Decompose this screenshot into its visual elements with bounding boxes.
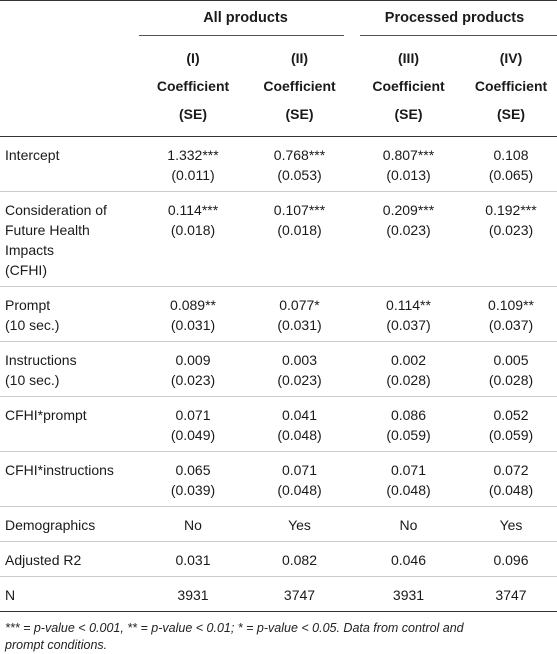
cell-value: 3747 [247, 576, 352, 612]
row-label: N [0, 576, 139, 612]
cell-value: 0.096 [465, 541, 557, 577]
column-header-4: (IV) Coefficient (SE) [474, 50, 548, 122]
row-label: Demographics [0, 506, 139, 542]
cell-value: 0.071 (0.048) [352, 451, 465, 507]
table-footnote: *** = p-value < 0.001, ** = p-value < 0.… [0, 612, 557, 654]
table-row: Intercept 1.332*** (0.011) 0.768*** (0.053) 0… [0, 137, 557, 192]
cell-value: 0.086 (0.059) [352, 396, 465, 452]
cell-value: 0.003 (0.023) [247, 341, 352, 397]
row-label: Prompt (10 sec.) [0, 286, 139, 342]
cell-value: 0.109** (0.037) [465, 286, 557, 342]
cell-value: 0.072 (0.048) [465, 451, 557, 507]
table-row: Prompt (10 sec.) 0.089** (0.031) 0.077* (0.03… [0, 286, 557, 342]
cell-value: 0.041 (0.048) [247, 396, 352, 452]
cell-value: 0.114*** (0.018) [139, 191, 247, 287]
cell-value: Yes [465, 506, 557, 542]
cell-value: 0.005 (0.028) [465, 341, 557, 397]
cell-value: 3931 [352, 576, 465, 612]
group-underline-row [0, 35, 557, 36]
cell-value: 0.071 (0.048) [247, 451, 352, 507]
cell-value: 1.332*** (0.011) [139, 137, 247, 192]
table-row: Demographics No Yes No Yes [0, 506, 557, 542]
cell-value: 0.065 (0.039) [139, 451, 247, 507]
cell-value: 0.002 (0.028) [352, 341, 465, 397]
cell-value: Yes [247, 506, 352, 542]
group-header-processed-products: Processed products [384, 10, 525, 26]
column-header-2: (II) Coefficient (SE) [263, 50, 336, 122]
column-header-1: (I) Coefficient (SE) [156, 50, 230, 122]
cell-value: 0.046 [352, 541, 465, 577]
cell-value: 0.031 [139, 541, 247, 577]
cell-value: 0.192*** (0.023) [465, 191, 557, 287]
table-row: CFHI*prompt 0.071 (0.049) 0.041 (0.048) 0.086… [0, 396, 557, 452]
cell-value: 0.082 [247, 541, 352, 577]
table-row: Consideration of Future Health Impacts (CFH… [0, 191, 557, 287]
table-row: N 3931 3747 3931 3747 [0, 576, 557, 612]
group-header-row: All products Processed products [0, 1, 557, 35]
table-row: CFHI*instructions 0.065 (0.039) 0.071 (0.048… [0, 451, 557, 507]
cell-value: 0.768*** (0.053) [247, 137, 352, 192]
cell-value: No [352, 506, 465, 542]
column-header-3: (III) Coefficient (SE) [372, 50, 445, 122]
row-label: Instructions (10 sec.) [0, 341, 139, 397]
cell-value: 0.209*** (0.023) [352, 191, 465, 287]
cell-value: 0.107*** (0.018) [247, 191, 352, 287]
cell-value: 0.052 (0.059) [465, 396, 557, 452]
cell-value: 0.077* (0.031) [247, 286, 352, 342]
row-label: Consideration of Future Health Impacts (CFH… [0, 191, 139, 287]
group-header-empty [0, 1, 139, 35]
cell-value: 0.071 (0.049) [139, 396, 247, 452]
cell-value: 0.089** (0.031) [139, 286, 247, 342]
cell-value: 0.108 (0.065) [465, 137, 557, 192]
row-label: CFHI*instructions [0, 451, 139, 507]
group-header-all-products: All products [203, 10, 288, 26]
cell-value: 0.114** (0.037) [352, 286, 465, 342]
cell-value: No [139, 506, 247, 542]
cell-value: 3747 [465, 576, 557, 612]
footnote-line-1: *** = p-value < 0.001, ** = p-value < 0.… [5, 621, 464, 635]
column-header-row: (I) Coefficient (SE) (II) Coefficient (S… [0, 36, 557, 137]
cell-value: 3931 [139, 576, 247, 612]
footnote-line-2: prompt conditions. [5, 638, 108, 652]
row-label: Adjusted R2 [0, 541, 139, 577]
row-label: CFHI*prompt [0, 396, 139, 452]
table-row: Adjusted R2 0.031 0.082 0.046 0.096 [0, 541, 557, 577]
cell-value: 0.009 (0.023) [139, 341, 247, 397]
cell-value: 0.807*** (0.013) [352, 137, 465, 192]
row-label: Intercept [0, 137, 139, 192]
regression-table: All products Processed products (I) Coef… [0, 0, 557, 612]
table-row: Instructions (10 sec.) 0.009 (0.023) 0.003 (0… [0, 341, 557, 397]
column-header-empty [0, 36, 139, 137]
